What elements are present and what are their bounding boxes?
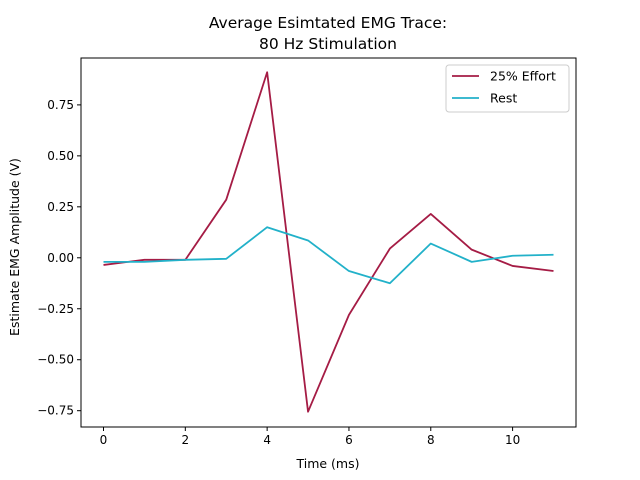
x-tick-label: 8 xyxy=(427,433,435,447)
y-tick-label: 0.25 xyxy=(47,200,74,214)
y-tick-label: 0.00 xyxy=(47,251,74,265)
x-axis-label: Time (ms) xyxy=(295,456,359,471)
x-tick-label: 4 xyxy=(263,433,271,447)
x-tick-label: 6 xyxy=(345,433,353,447)
series-line-rest xyxy=(103,226,554,285)
y-tick-label: −0.25 xyxy=(37,302,74,316)
legend: 25% Effort Rest xyxy=(445,64,570,113)
y-axis-ticks: −0.75 −0.50 −0.25 0.00 0.25 0.50 0.75 xyxy=(37,98,81,418)
y-axis-label: Estimate EMG Amplitude (V) xyxy=(7,158,22,336)
legend-label: 25% Effort xyxy=(490,69,556,84)
y-tick-label: −0.75 xyxy=(37,404,74,418)
x-axis-ticks: 0 2 4 6 8 10 xyxy=(100,427,520,447)
series-line-effort xyxy=(103,71,554,413)
chart-title-line-2: 80 Hz Stimulation xyxy=(259,35,397,53)
x-tick-label: 2 xyxy=(181,433,189,447)
legend-label: Rest xyxy=(490,91,517,106)
x-tick-label: 0 xyxy=(100,433,108,447)
y-tick-label: −0.50 xyxy=(37,353,74,367)
y-tick-label: 0.75 xyxy=(47,98,74,112)
y-tick-label: 0.50 xyxy=(47,149,74,163)
plot-frame xyxy=(80,57,577,428)
plot-area xyxy=(80,57,577,428)
series-layer xyxy=(103,71,554,413)
chart-title-line-1: Average Esimtated EMG Trace: xyxy=(209,14,447,32)
x-tick-label: 10 xyxy=(505,433,520,447)
